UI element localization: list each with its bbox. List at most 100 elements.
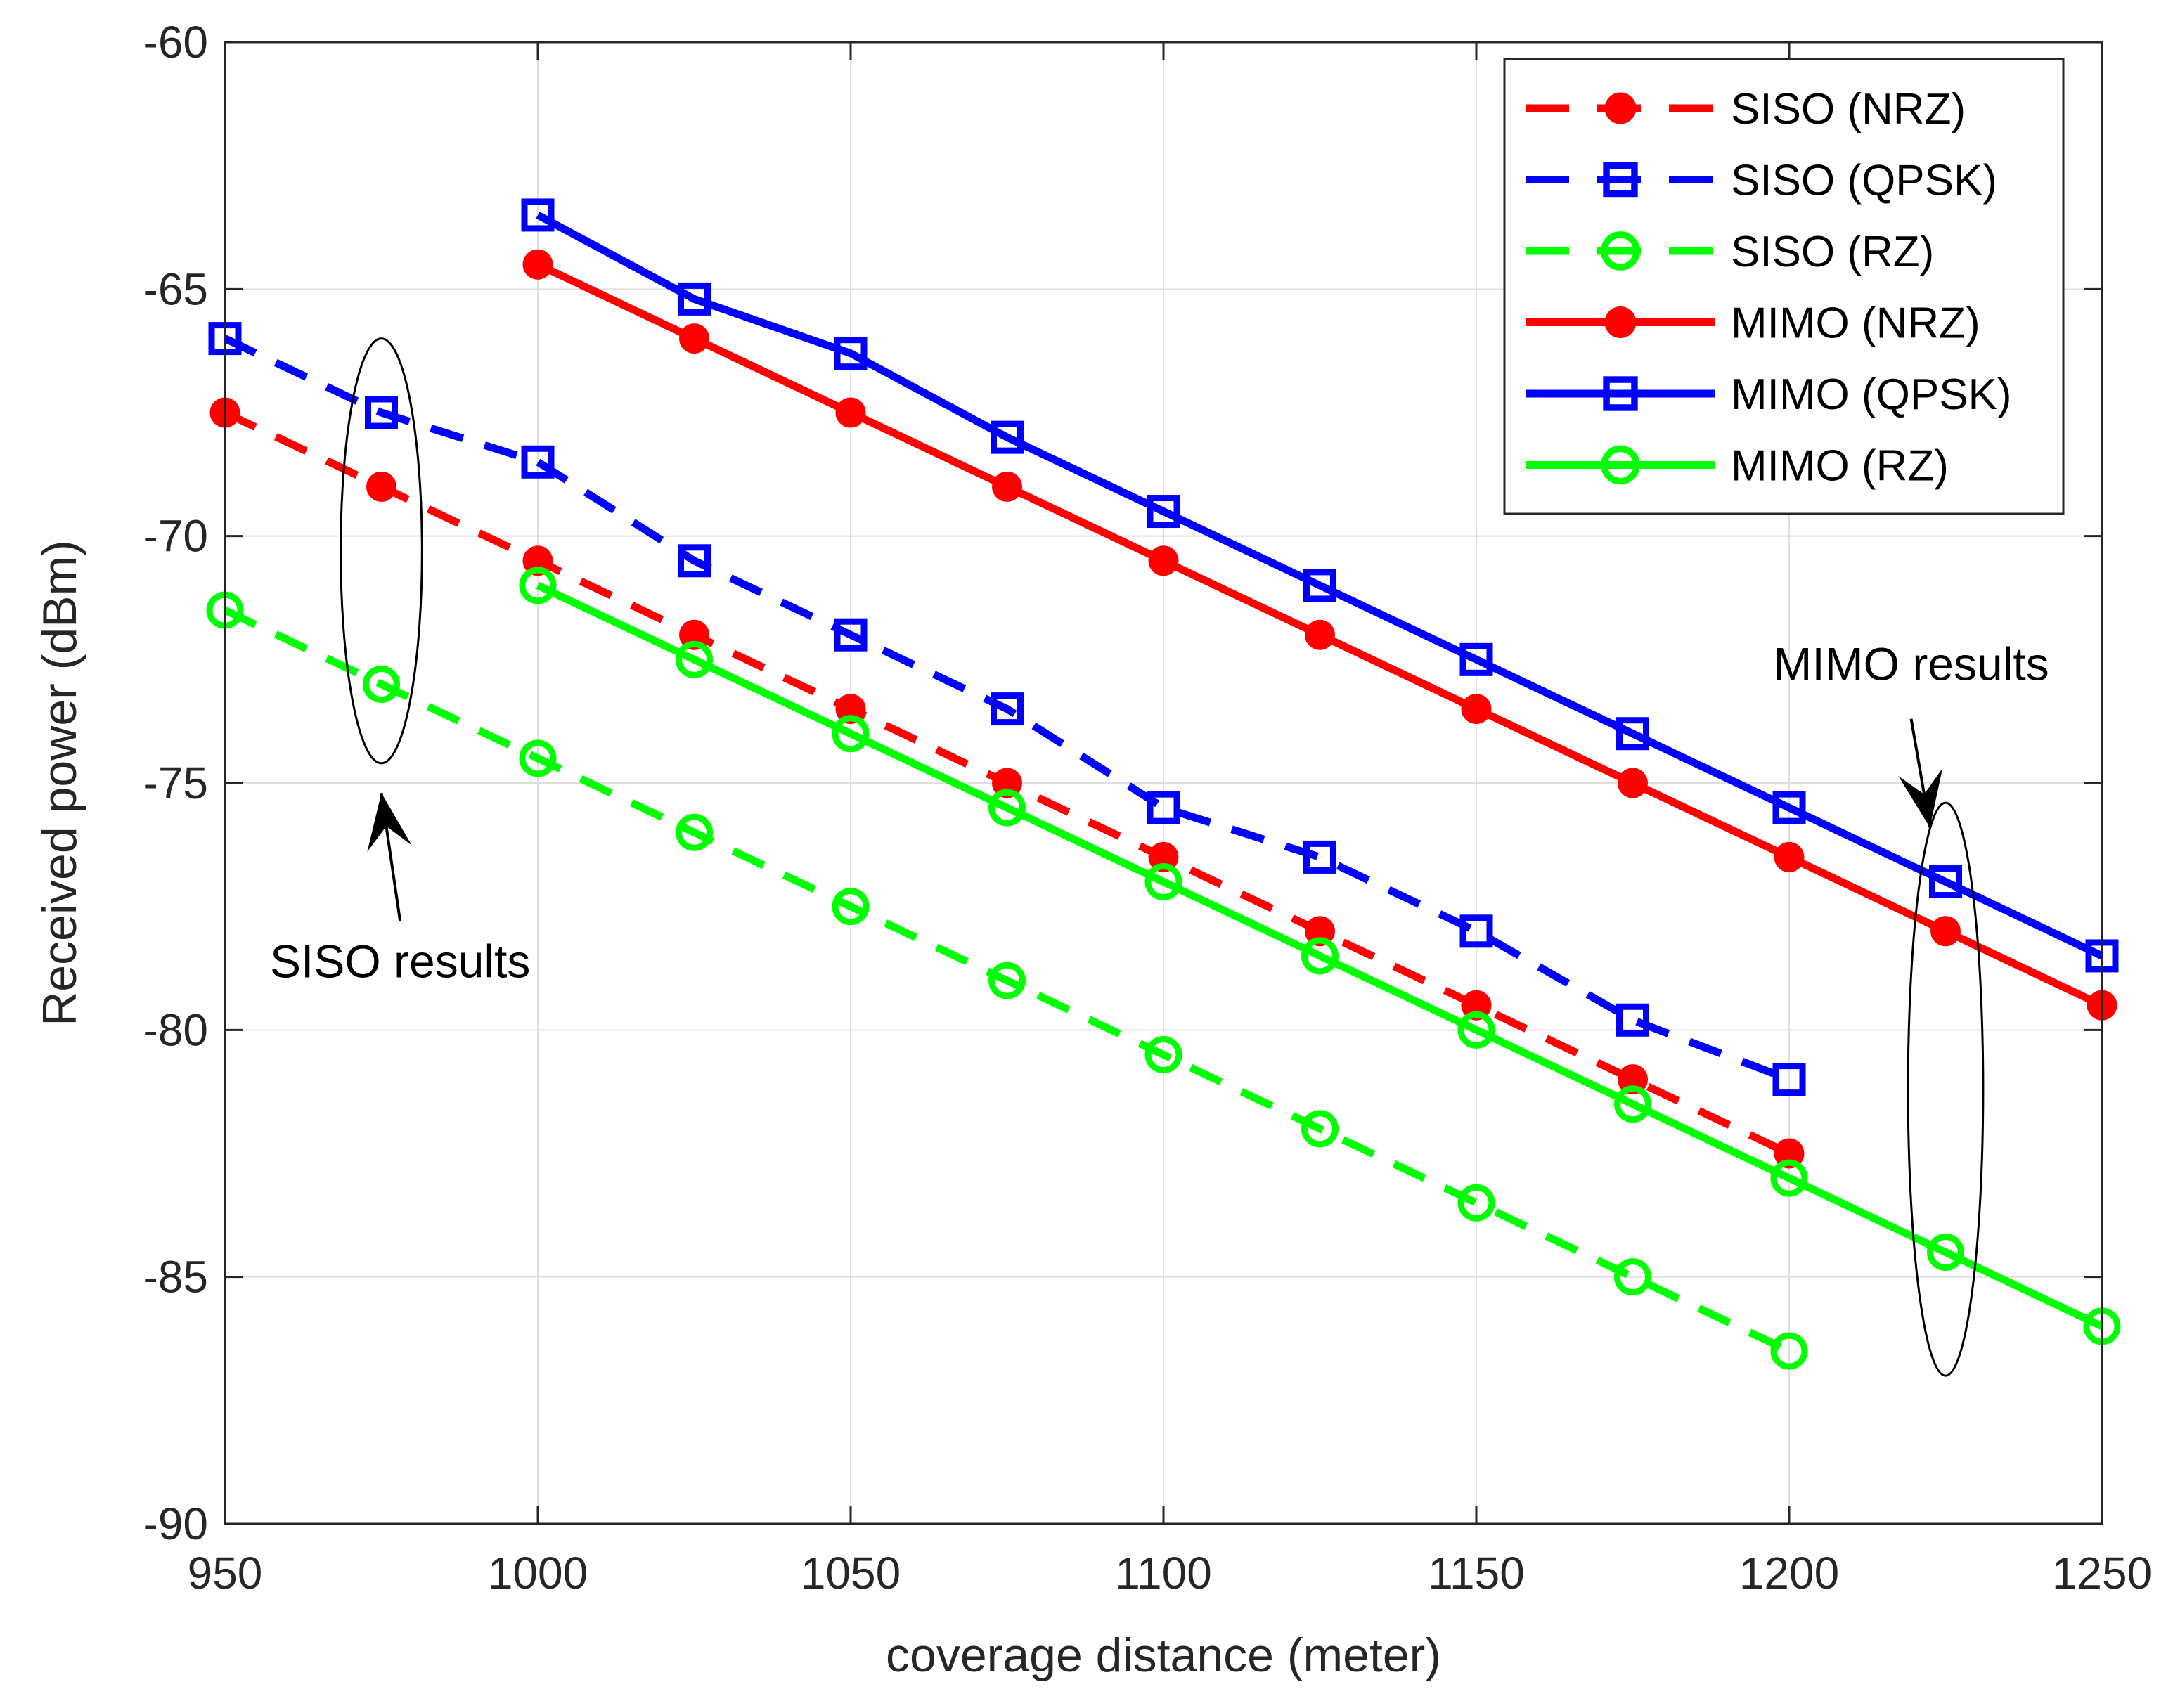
series-siso-rz bbox=[206, 591, 1808, 1370]
data-point bbox=[1301, 1110, 1339, 1148]
data-point bbox=[521, 198, 555, 232]
annotations: SISO results MIMO results bbox=[270, 337, 2049, 1377]
y-axis-label: Received power (dBm) bbox=[33, 540, 86, 1026]
x-tick-label: 1200 bbox=[1739, 1548, 1839, 1598]
x-tick-label: 1150 bbox=[1428, 1548, 1525, 1598]
y-tick-label: -80 bbox=[143, 1004, 209, 1055]
annotation-siso: SISO results bbox=[270, 337, 530, 988]
data-point bbox=[678, 544, 711, 578]
data-point bbox=[835, 694, 866, 725]
data-point bbox=[988, 789, 1026, 827]
data-point bbox=[1461, 694, 1492, 725]
data-point bbox=[1616, 717, 1649, 751]
y-tick-label: -65 bbox=[143, 264, 209, 314]
data-point bbox=[676, 813, 713, 851]
annotation-ellipse bbox=[1907, 801, 1985, 1377]
data-point bbox=[1618, 1064, 1648, 1095]
series-layer bbox=[206, 198, 2121, 1370]
data-point bbox=[1144, 1035, 1182, 1073]
y-tick-label: -60 bbox=[143, 17, 209, 67]
data-point bbox=[676, 640, 713, 678]
data-point bbox=[834, 337, 868, 370]
data-point bbox=[991, 420, 1024, 454]
legend-box bbox=[1503, 58, 2065, 515]
data-point bbox=[991, 692, 1024, 726]
data-point bbox=[1929, 865, 1962, 899]
data-point bbox=[1616, 1003, 1649, 1037]
legend-entry: SISO (QPSK) bbox=[1526, 157, 1997, 205]
x-tick-label: 1250 bbox=[2052, 1548, 2152, 1598]
series-siso-nrz bbox=[209, 397, 1805, 1169]
legend-label: MIMO (RZ) bbox=[1731, 442, 1949, 491]
legend-entry: MIMO (QPSK) bbox=[1526, 370, 2012, 419]
data-point bbox=[522, 545, 553, 576]
y-tick-label: -70 bbox=[143, 511, 209, 562]
annotation-arrow-head bbox=[1898, 768, 1943, 828]
data-point bbox=[1774, 841, 1805, 872]
annotation-label: MIMO results bbox=[1773, 638, 2049, 690]
data-point bbox=[1305, 619, 1335, 650]
data-point bbox=[992, 471, 1022, 502]
data-point bbox=[1147, 791, 1180, 824]
data-point bbox=[519, 739, 557, 777]
legend: SISO (NRZ) SISO (QPSK) SISO (RZ) MIMO (NRZ)… bbox=[1503, 58, 2065, 515]
data-point bbox=[832, 715, 870, 753]
legend-entry: SISO (NRZ) bbox=[1526, 85, 1966, 134]
data-point bbox=[1604, 92, 1637, 124]
data-point bbox=[1614, 1085, 1651, 1123]
legend-label: SISO (NRZ) bbox=[1731, 85, 1966, 134]
data-point bbox=[1927, 1234, 1964, 1272]
ticks: 950 1000 1050 1100 1150 1200 1250 -60 -65 -70 -75 -… bbox=[143, 17, 2153, 1598]
data-point bbox=[1604, 306, 1637, 338]
legend-entry: MIMO (RZ) bbox=[1526, 442, 1949, 491]
y-tick-label: -75 bbox=[143, 758, 209, 808]
data-point bbox=[1601, 445, 1640, 485]
series-line bbox=[223, 335, 1791, 1083]
data-point bbox=[1618, 768, 1648, 798]
x-tick-label: 1000 bbox=[488, 1548, 588, 1598]
data-point bbox=[1148, 545, 1179, 576]
data-point bbox=[1461, 990, 1492, 1021]
data-point bbox=[521, 445, 555, 479]
x-axis-label: coverage distance (meter) bbox=[886, 1629, 1441, 1682]
data-point bbox=[1770, 1332, 1808, 1370]
data-point bbox=[1144, 863, 1182, 901]
data-point bbox=[1147, 495, 1180, 529]
data-point bbox=[519, 567, 557, 604]
data-point bbox=[988, 962, 1026, 999]
annotation-mimo: MIMO results bbox=[1773, 638, 2049, 1377]
data-point bbox=[363, 665, 400, 703]
data-point bbox=[1457, 1011, 1495, 1049]
series-line bbox=[536, 581, 2104, 1330]
data-point bbox=[1614, 1258, 1651, 1296]
series-mimo-nrz bbox=[522, 249, 2117, 1021]
x-tick-label: 1100 bbox=[1115, 1548, 1212, 1598]
legend-label: SISO (RZ) bbox=[1731, 228, 1934, 276]
data-point bbox=[832, 888, 870, 926]
series-siso-qpsk bbox=[208, 322, 1806, 1096]
legend-entry: SISO (RZ) bbox=[1526, 228, 1934, 276]
data-point bbox=[992, 768, 1022, 798]
data-point bbox=[366, 471, 396, 502]
legend-label: SISO (QPSK) bbox=[1731, 157, 1997, 205]
data-point bbox=[1772, 791, 1806, 824]
data-point bbox=[1305, 916, 1335, 947]
series-line bbox=[223, 607, 1791, 1355]
data-point bbox=[1603, 162, 1638, 198]
series-line bbox=[536, 212, 2104, 959]
data-point bbox=[365, 396, 398, 429]
data-point bbox=[679, 323, 709, 354]
plot-area bbox=[206, 198, 2121, 1370]
data-point bbox=[1930, 916, 1961, 947]
data-point bbox=[1774, 1138, 1805, 1169]
data-point bbox=[1601, 231, 1640, 271]
data-point bbox=[1303, 569, 1336, 602]
data-point bbox=[679, 619, 709, 650]
data-point bbox=[1770, 1159, 1808, 1197]
annotation-label: SISO results bbox=[270, 936, 530, 988]
data-point bbox=[1148, 841, 1179, 872]
series-mimo-qpsk bbox=[521, 198, 2119, 973]
x-tick-label: 1050 bbox=[801, 1548, 901, 1598]
data-point bbox=[678, 282, 711, 316]
data-point bbox=[835, 397, 866, 428]
